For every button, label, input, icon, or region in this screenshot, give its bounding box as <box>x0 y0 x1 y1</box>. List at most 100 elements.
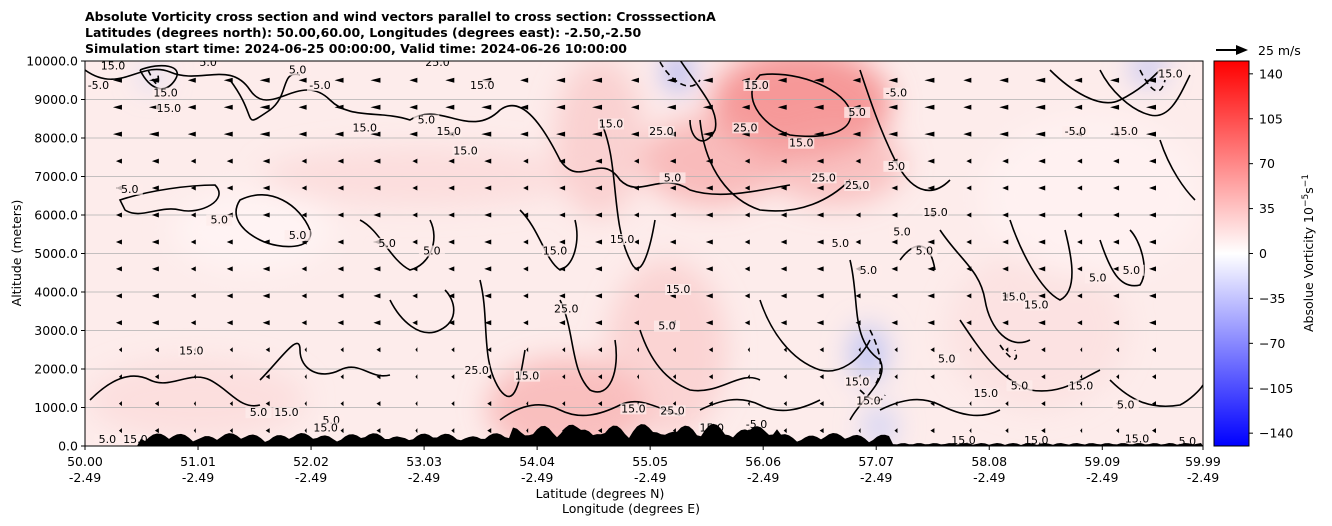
contour-labels: 15.0-5.015.015.05.05.0-5.015.0 15.015.015… <box>85 60 1201 447</box>
contour-label-67: 15.0 <box>951 434 976 447</box>
wind-vector-69 <box>409 131 418 137</box>
wind-vector-412 <box>894 428 898 434</box>
contour-label-20: 25.0 <box>464 364 489 377</box>
wind-vector-21 <box>852 77 861 83</box>
wind-vector-7 <box>334 77 344 83</box>
wind-vector-259 <box>780 293 787 299</box>
contour-label-46: -5.0 <box>1065 125 1086 138</box>
wind-vector-275 <box>262 320 270 326</box>
contour-label-bg-62 <box>312 422 339 434</box>
wind-vector-215 <box>262 266 270 272</box>
wind-vector-1 <box>112 77 122 83</box>
contour-label-0: 15.0 <box>101 60 126 73</box>
shade-blob-12 <box>1132 61 1165 83</box>
wind-vector-287 <box>705 320 713 326</box>
contour-label-59: 5.0 <box>250 406 268 419</box>
y-axis: 0.0 1000.0 2000.0 3000.0 4000.0 5000.0 6000.0 7… <box>26 54 85 454</box>
x-tick-lat-6: 56.06 <box>745 454 781 469</box>
wind-vector-138 <box>744 185 750 191</box>
wind-vector-149 <box>1148 185 1156 191</box>
wind-vector-315 <box>636 347 639 353</box>
contour-label-41: 5.0 <box>916 245 934 258</box>
wind-vector-30 <box>77 105 85 110</box>
wind-vector-305 <box>265 347 270 353</box>
contour-label-27: 15.0 <box>599 117 624 130</box>
wind-vector-410 <box>819 428 824 434</box>
wind-vector-385 <box>1005 401 1009 407</box>
colorbar-tick-label-2: 70 <box>1259 156 1275 171</box>
contour-label-5: 5.0 <box>289 64 307 77</box>
wind-vector-363 <box>193 401 196 407</box>
x-axis-label-lat: Latitude (degrees N) <box>536 486 665 501</box>
wind-vector-283 <box>559 320 566 326</box>
x-tick-lat-7: 57.07 <box>858 454 894 469</box>
wind-vector-104 <box>595 158 603 164</box>
wind-vector-68 <box>370 131 381 137</box>
contour-label-26: 25.0 <box>649 125 674 138</box>
wind-vector-102 <box>523 158 529 164</box>
wind-vector-189 <box>412 239 418 245</box>
contour-label-3: 15.0 <box>157 102 182 115</box>
wind-vector-175 <box>1002 212 1009 218</box>
contour-label-55: 5.0 <box>1117 399 1135 412</box>
wind-vector-0 <box>77 78 85 83</box>
quiver-key-label: 25 m/s <box>1258 43 1301 58</box>
colorbar-gradient <box>1213 60 1250 447</box>
wind-vector-211 <box>115 266 122 272</box>
wind-vector-62 <box>148 131 159 137</box>
wind-vector-370 <box>451 401 455 407</box>
contour-label-bg-54 <box>1068 380 1095 392</box>
wind-vector-146 <box>1038 185 1046 191</box>
wind-vector-66 <box>298 131 307 137</box>
wind-vector-314 <box>598 347 603 353</box>
contour-label-bg-51 <box>933 353 960 365</box>
contour-line-16 <box>1099 229 1145 287</box>
wind-vector-167 <box>705 212 713 218</box>
y-tick-label-9: 9000.0 <box>34 92 78 107</box>
wind-vector-113 <box>927 158 935 164</box>
wind-vector-216 <box>301 266 307 272</box>
wind-vector-99 <box>412 158 418 164</box>
wind-vector-263 <box>927 293 935 299</box>
wind-vector-270 <box>80 320 85 325</box>
wind-vector-238 <box>1113 266 1120 272</box>
x-tick-lon-10: -2.49 <box>1187 470 1219 485</box>
x-tick-lon-5: -2.49 <box>634 470 666 485</box>
wind-vector-335 <box>265 374 270 380</box>
wind-vector-200 <box>816 239 824 245</box>
x-axis-label-lon: Longitude (degrees E) <box>562 501 700 516</box>
wind-vector-419 <box>1151 428 1156 434</box>
wind-vector-105 <box>633 158 639 164</box>
wind-vector-205 <box>1002 239 1009 245</box>
wind-vector-115 <box>1002 158 1009 164</box>
wind-vector-144 <box>966 185 972 191</box>
wind-vector-89 <box>1145 131 1156 137</box>
wind-vector-119 <box>1148 158 1156 164</box>
contour-label-bg-47 <box>1112 126 1139 138</box>
wind-vector-325 <box>1005 347 1009 353</box>
contour-label-9: 15.0 <box>453 144 478 157</box>
contour-label-bg-2 <box>152 87 179 99</box>
contour-label-12: 5.0 <box>418 114 436 127</box>
contour-label-bg-25 <box>542 245 569 257</box>
wind-vector-214 <box>226 266 233 272</box>
contour-line-0 <box>85 68 791 196</box>
contour-label-19: 25.0 <box>554 302 579 315</box>
wind-vector-352 <box>894 374 898 380</box>
contour-label-36: 5.0 <box>848 106 866 119</box>
wind-vector-19 <box>777 77 787 83</box>
wind-vector-355 <box>1005 374 1009 380</box>
x-tick-lat-9: 59.09 <box>1084 454 1120 469</box>
contour-label-60: 15.0 <box>274 406 299 419</box>
wind-vector-132 <box>523 185 529 191</box>
x-tick-lat-1: 51.01 <box>180 454 216 469</box>
wind-vector-15 <box>630 77 639 83</box>
wind-vector-45 <box>630 104 639 110</box>
x-tick-lon-6: -2.49 <box>747 470 779 485</box>
wind-vector-272 <box>151 320 159 326</box>
contour-line-5 <box>359 219 435 271</box>
x-tick-lon-1: -2.49 <box>182 470 214 485</box>
contour-line-25 <box>389 289 455 334</box>
contour-label-bg-1 <box>85 79 112 91</box>
contour-label-bg-29 <box>743 79 770 91</box>
